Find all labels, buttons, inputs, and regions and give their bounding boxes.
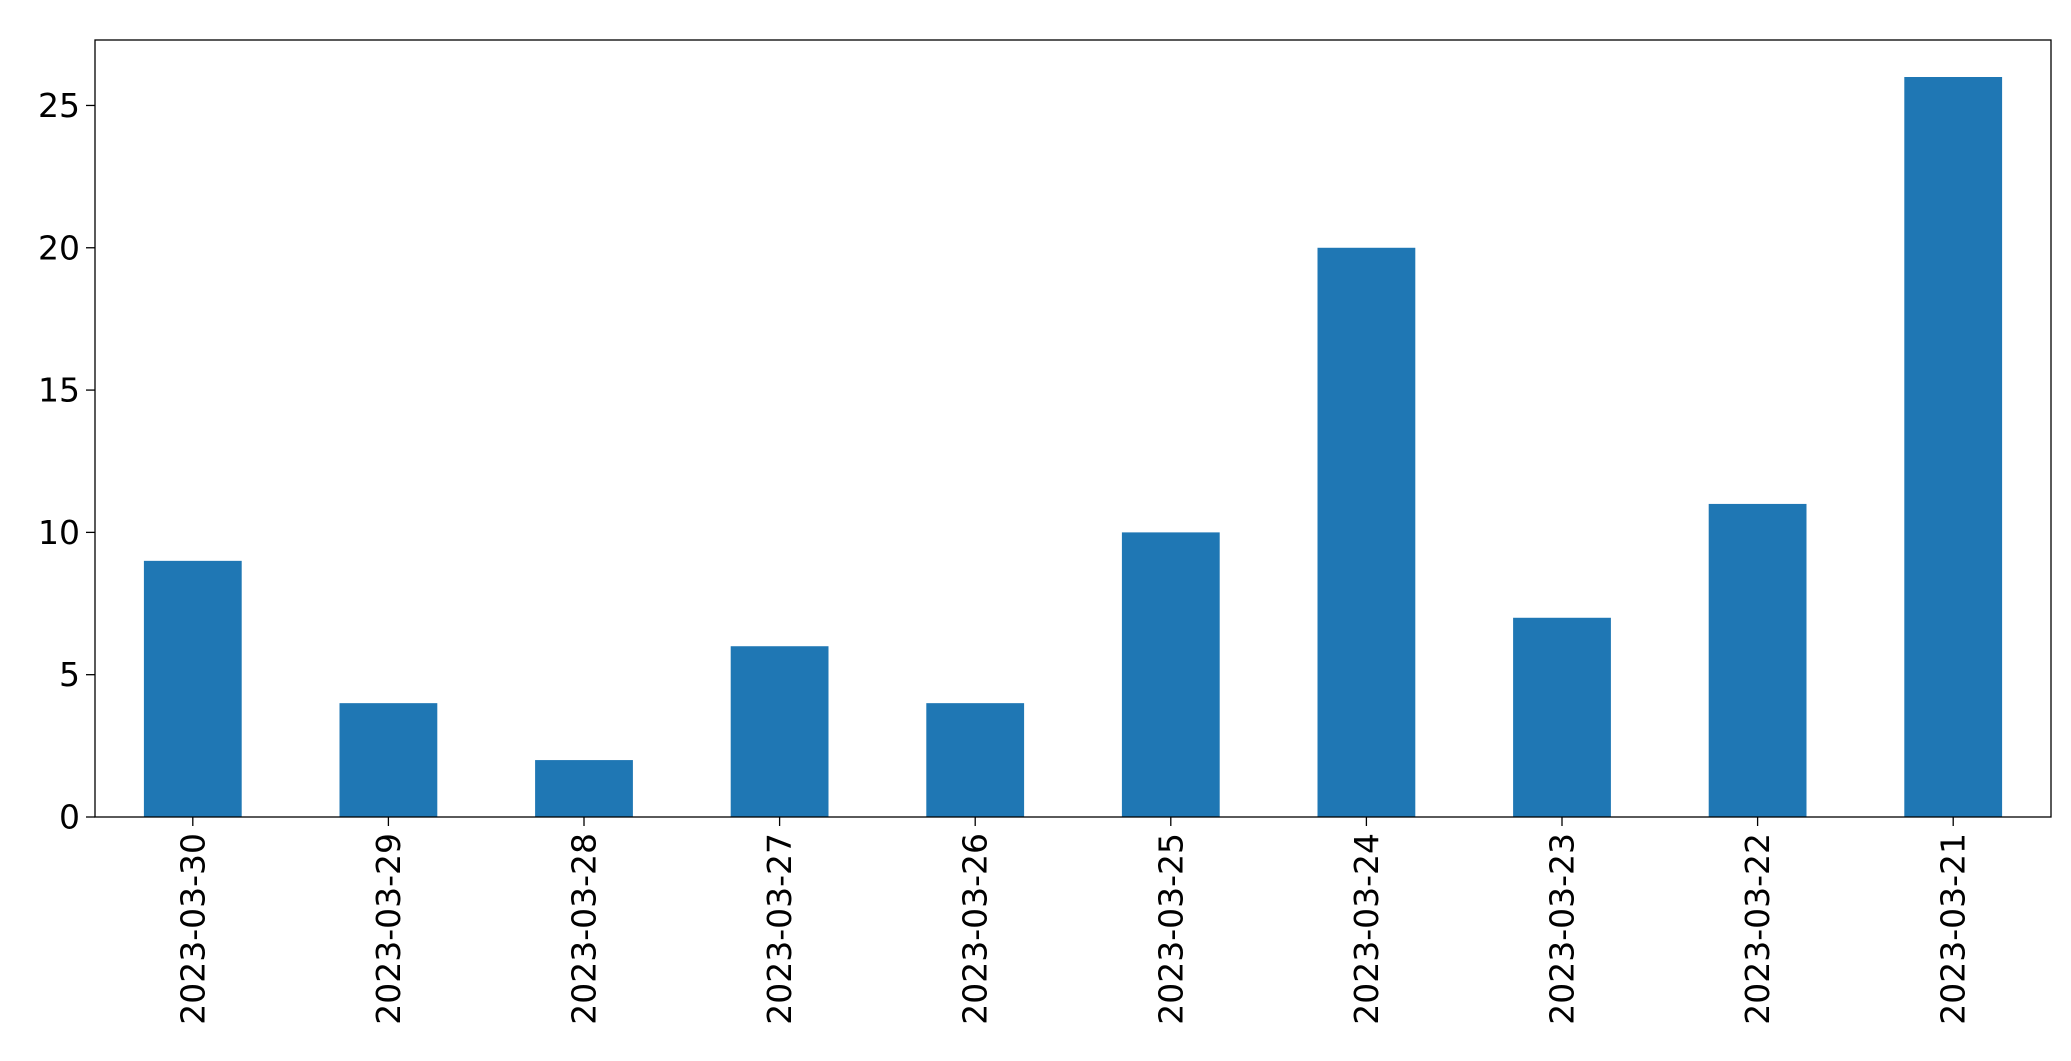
x-tick-label: 2023-03-23 [1543,833,1582,1025]
y-tick-label: 5 [59,655,80,694]
bar [1317,247,1416,817]
x-tick-label: 2023-03-29 [369,833,408,1025]
bar [339,703,438,817]
bar [926,703,1025,817]
x-tick-label: 2023-03-21 [1934,833,1973,1025]
y-tick-label: 20 [38,228,80,267]
y-tick-label: 25 [38,86,80,125]
bar [143,560,242,817]
x-tick-label: 2023-03-25 [1151,833,1190,1025]
x-tick-label: 2023-03-26 [956,833,995,1025]
bar [1708,503,1807,817]
x-tick-label: 2023-03-27 [760,833,799,1025]
x-tick-label: 2023-03-28 [565,833,604,1025]
y-tick-label: 0 [59,798,80,837]
x-tick-label: 2023-03-30 [173,833,212,1025]
bar [535,760,633,817]
bar [1904,77,2003,817]
bar [730,646,829,817]
y-tick-label: 15 [38,371,80,410]
bar [1121,532,1220,817]
y-tick-label: 10 [38,513,80,552]
plot-frame [94,39,2052,818]
x-tick-label: 2023-03-24 [1347,833,1386,1025]
x-tick-label: 2023-03-22 [1738,833,1777,1025]
bar [1513,617,1611,817]
